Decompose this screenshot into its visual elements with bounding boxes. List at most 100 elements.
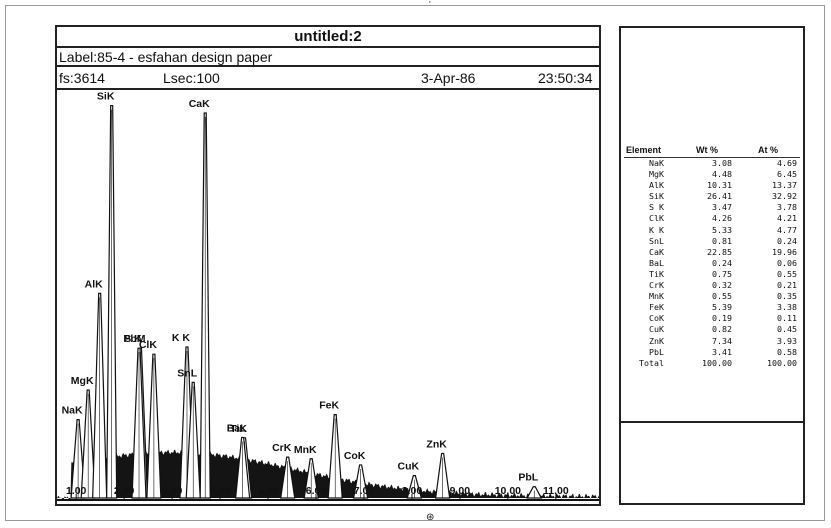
element-cell: NaK [649, 158, 664, 168]
wt-cell: 22.85 [707, 246, 732, 257]
date-readout: 3-Apr-86 [421, 70, 476, 86]
x-tick-label: 2.00 [113, 485, 135, 497]
fs-readout: fs:3614 [59, 70, 105, 86]
header-at: At % [758, 145, 778, 155]
element-cell: K K [649, 224, 664, 235]
at-cell: 0.58 [777, 346, 797, 357]
peak-label: BaL [227, 422, 247, 434]
table-body: NaK 3.08 4.69 MgK 4.48 6.45 AlK 10.31 13.37 SiK 26… [624, 158, 800, 369]
x-tick-label: 11.00 [542, 485, 569, 497]
wt-cell: 10.31 [707, 180, 732, 191]
at-cell: 0.35 [777, 291, 797, 302]
at-cell: 3.78 [777, 202, 797, 213]
element-cell: BaL [649, 257, 664, 268]
wt-cell: 4.48 [712, 169, 732, 180]
element-cell: SnL [649, 235, 664, 246]
spectrum-window: untitled:2 Label:85-4 - esfahan design p… [55, 25, 601, 506]
peak-label: K K [172, 332, 191, 344]
at-cell: 0.06 [777, 257, 797, 268]
x-tick-label: 1.00 [65, 485, 87, 497]
table-row: MnK 0.55 0.35 [624, 291, 800, 302]
table-row: SnL 0.81 0.24 [624, 236, 800, 247]
table-row: CaK 22.85 19.96 [624, 247, 800, 258]
peak-label: PbM [123, 333, 145, 345]
wt-cell: 100.00 [702, 357, 732, 368]
element-cell: ClK [649, 213, 664, 224]
element-cell: MgK [649, 169, 664, 180]
peak-label: NaK [62, 405, 83, 417]
x-tick-label: 9.00 [449, 485, 471, 497]
element-cell: S K [649, 202, 664, 213]
wt-cell: 26.41 [707, 191, 732, 202]
meta-row: fs:3614 Lsec:100 3-Apr-86 23:50:34 [57, 69, 599, 90]
x-tick-label: 10.00 [494, 485, 521, 497]
wt-cell: 0.32 [712, 280, 732, 291]
top-mark-icon: · [428, 0, 432, 8]
at-cell: 13.37 [772, 180, 797, 191]
peak-label: CaK [189, 98, 210, 110]
sample-label: Label:85-4 - esfahan design paper [57, 48, 599, 67]
wt-cell: 0.75 [712, 268, 732, 279]
x-tick-label: 8.00 [401, 485, 423, 497]
peak-label: CuK [398, 461, 420, 473]
table-row: ZnK 7.34 3.93 [624, 336, 800, 347]
wt-cell: 0.19 [712, 313, 732, 324]
at-cell: 4.77 [777, 224, 797, 235]
at-cell: 0.55 [777, 268, 797, 279]
at-cell: 4.21 [777, 213, 797, 224]
table-row: S K 3.47 3.78 [624, 202, 800, 213]
element-cell: MnK [649, 291, 664, 302]
table-row: AlK 10.31 13.37 [624, 180, 800, 191]
scan-frame [5, 5, 825, 521]
element-cell: PbL [649, 346, 664, 357]
at-cell: 0.21 [777, 280, 797, 291]
quant-table-panel: Element Wt % At % NaK 3.08 4.69 MgK 4.48 6.45… [619, 26, 805, 505]
peak-label: SnL [177, 367, 197, 379]
header-wt: Wt % [696, 145, 718, 155]
table-divider [621, 421, 803, 423]
peak-label: ClK [139, 339, 158, 351]
at-cell: 3.38 [777, 302, 797, 313]
window-title: untitled:2 [57, 27, 599, 48]
wt-cell: 0.55 [712, 291, 732, 302]
peak-label: ZnK [426, 438, 447, 450]
at-cell: 6.45 [777, 169, 797, 180]
wt-cell: 0.24 [712, 257, 732, 268]
table-row: PbL 3.41 0.58 [624, 347, 800, 358]
peak-label: PbL [518, 472, 538, 484]
wt-cell: 3.08 [712, 158, 732, 168]
peak-label: MgK [71, 375, 94, 387]
element-cell: CrK [649, 280, 664, 291]
x-tick-label: 7.00 [353, 485, 375, 497]
table-row: FeK 5.39 3.38 [624, 302, 800, 313]
element-cell: TiK [649, 268, 664, 279]
wt-cell: 0.81 [712, 235, 732, 246]
at-cell: 0.45 [777, 324, 797, 335]
peak-label: FeK [319, 400, 339, 412]
wt-cell: 5.39 [712, 302, 732, 313]
peak-label: SiK [97, 91, 115, 103]
table-row: MgK 4.48 6.45 [624, 169, 800, 180]
table-row: CuK 0.82 0.45 [624, 324, 800, 335]
table-total-row: Total 100.00 100.00 [624, 358, 800, 369]
element-cell: CoK [649, 313, 664, 324]
element-cell: FeK [649, 302, 664, 313]
at-cell: 19.96 [772, 246, 797, 257]
element-cell: CaK [649, 246, 664, 257]
peak-label: AlK [85, 278, 104, 290]
element-cell: Total [639, 357, 664, 368]
at-cell: 4.69 [777, 158, 797, 168]
x-tick-label: 6.00 [305, 485, 327, 497]
element-cell: SiK [649, 191, 664, 202]
element-cell: ZnK [649, 335, 664, 346]
table-row: K K 5.33 4.77 [624, 225, 800, 236]
time-readout: 23:50:34 [538, 70, 593, 86]
table-row: CrK 0.32 0.21 [624, 280, 800, 291]
wt-cell: 7.34 [712, 335, 732, 346]
table-row: SiK 26.41 32.92 [624, 191, 800, 202]
peak-label: CrK [272, 442, 292, 454]
element-table: Element Wt % At % NaK 3.08 4.69 MgK 4.48 6.45… [624, 145, 800, 369]
wt-cell: 3.41 [712, 346, 732, 357]
x-tick-label: 3.00 [161, 485, 183, 497]
